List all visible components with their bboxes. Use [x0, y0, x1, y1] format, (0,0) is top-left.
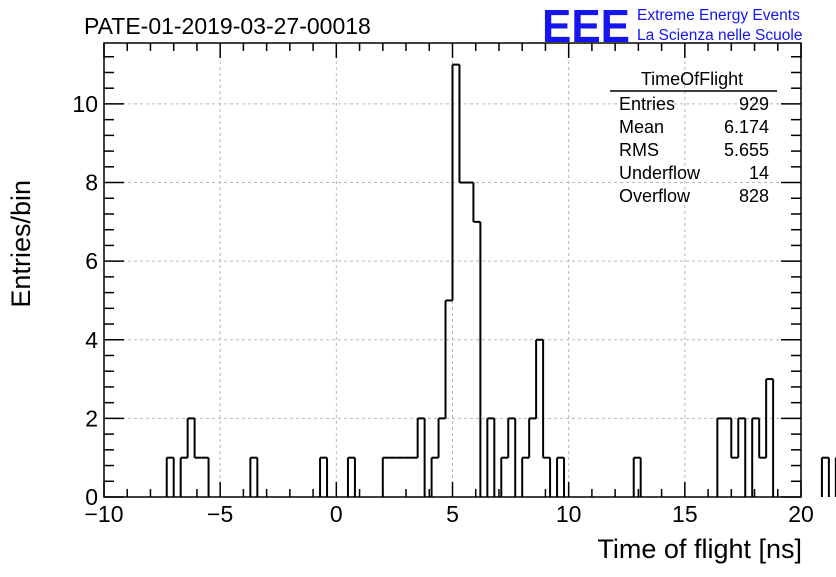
x-tick-label: −5 [207, 501, 233, 527]
stats-mean-value: 6.174 [724, 117, 769, 137]
x-tick-label: 15 [672, 501, 698, 527]
eee-logo-line2: La Scienza nelle Scuole [637, 27, 802, 44]
x-axis-label: Time of flight [ns] [597, 534, 802, 564]
x-tick-label: −10 [84, 501, 123, 527]
y-tick-label: 0 [85, 484, 98, 510]
x-tick-label: 0 [330, 501, 343, 527]
stats-entries-value: 929 [739, 94, 769, 114]
x-tick-labels: −10 −5 0 5 10 15 20 [84, 501, 813, 527]
histogram-bars [165, 63, 836, 497]
x-tick-label: 20 [788, 501, 814, 527]
stats-underflow-value: 14 [749, 163, 769, 183]
stats-rms-value: 5.655 [724, 140, 769, 160]
eee-logo-line1: Extreme Energy Events [637, 7, 800, 24]
stats-overflow-value: 828 [739, 186, 769, 206]
stats-box: TimeOfFlight Entries 929 Mean 6.174 RMS … [610, 69, 777, 206]
axis-ticks [103, 43, 802, 498]
y-tick-label: 4 [85, 327, 98, 353]
x-tick-label: 5 [446, 501, 459, 527]
y-tick-label: 8 [85, 170, 98, 196]
eee-logo: EEE Extreme Energy Events La Scienza nel… [542, 0, 802, 52]
y-tick-label: 2 [85, 405, 98, 431]
stats-overflow-label: Overflow [619, 186, 691, 206]
stats-underflow-label: Underflow [619, 163, 701, 183]
stats-rms-label: RMS [619, 140, 659, 160]
eee-logo-mark: EEE [542, 0, 630, 52]
y-tick-labels: 0 2 4 6 8 10 [72, 91, 98, 510]
y-axis-label: Entries/bin [6, 180, 36, 308]
stats-mean-label: Mean [619, 117, 664, 137]
y-tick-label: 6 [85, 248, 98, 274]
stats-entries-label: Entries [619, 94, 675, 114]
stats-box-title: TimeOfFlight [641, 69, 743, 89]
chart-title: PATE-01-2019-03-27-00018 [84, 13, 371, 39]
x-tick-label: 10 [556, 501, 582, 527]
y-tick-label: 10 [72, 91, 98, 117]
